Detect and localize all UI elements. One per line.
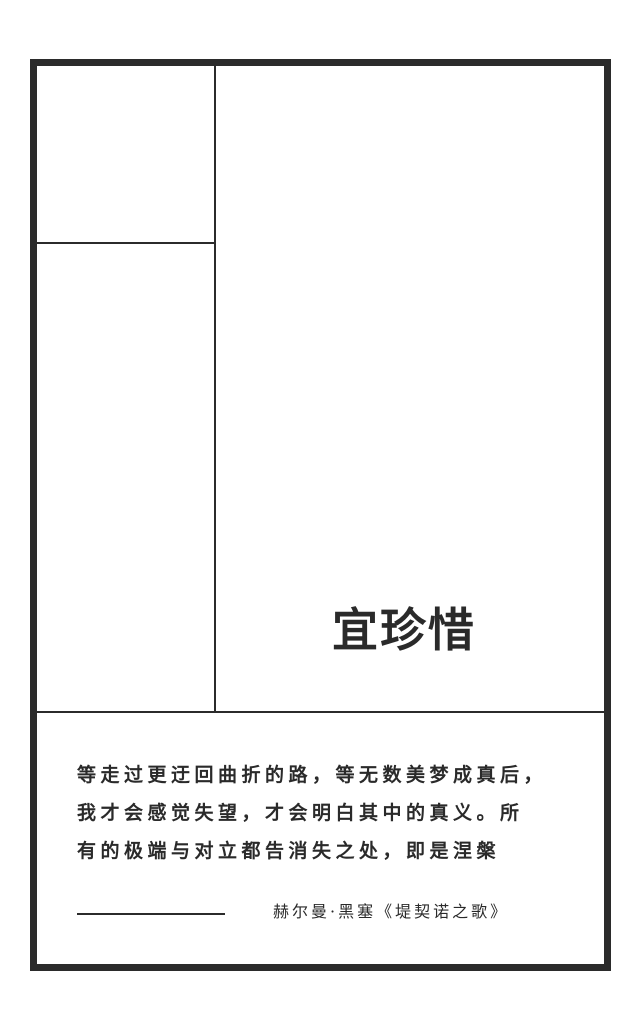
quote-text: 等走过更迂回曲折的路，等无数美梦成真后， 我才会感觉失望，才会明白其中的真义。所… <box>77 756 557 870</box>
quote-line: 我才会感觉失望，才会明白其中的真义。所 <box>77 802 524 824</box>
card-title: 宜珍惜 <box>332 603 476 657</box>
quote-line: 有的极端与对立都告消失之处，即是涅槃 <box>77 840 501 862</box>
attribution-rule <box>77 913 225 915</box>
quote-section-divider <box>37 711 604 713</box>
quote-line: 等走过更迂回曲折的路，等无数美梦成真后， <box>77 764 548 786</box>
quote-card: 宜珍惜 等走过更迂回曲折的路，等无数美梦成真后， 我才会感觉失望，才会明白其中的… <box>30 59 611 971</box>
vertical-divider <box>214 66 216 712</box>
attribution: 赫尔曼·黑塞《堤契诺之歌》 <box>273 902 510 921</box>
left-panel-divider <box>37 242 215 244</box>
